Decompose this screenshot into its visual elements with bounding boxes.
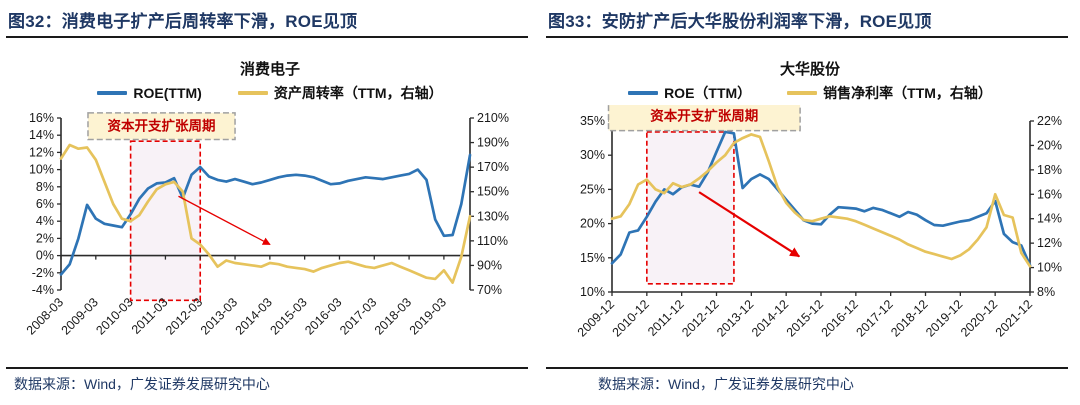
legend-label-roe: ROE（TTM） bbox=[664, 85, 752, 101]
svg-text:90%: 90% bbox=[477, 258, 502, 272]
legend-item-roe: ROE（TTM） bbox=[628, 83, 751, 103]
svg-text:25%: 25% bbox=[580, 182, 605, 196]
svg-text:2018-03: 2018-03 bbox=[372, 295, 414, 337]
svg-text:2017-12: 2017-12 bbox=[853, 297, 895, 339]
svg-text:2011-03: 2011-03 bbox=[129, 295, 171, 337]
svg-text:12%: 12% bbox=[1037, 236, 1062, 250]
svg-text:6%: 6% bbox=[36, 197, 54, 211]
svg-text:2017-03: 2017-03 bbox=[337, 295, 379, 337]
figure-32-source-divider bbox=[6, 367, 528, 369]
svg-text:2015-03: 2015-03 bbox=[267, 295, 309, 337]
svg-text:2009-03: 2009-03 bbox=[59, 295, 101, 337]
svg-text:30%: 30% bbox=[580, 148, 605, 162]
svg-text:22%: 22% bbox=[1037, 114, 1062, 128]
figure-32-source-note: 数据来源：Wind，广发证券发展研究中心 bbox=[14, 376, 270, 392]
svg-text:2014-12: 2014-12 bbox=[749, 297, 791, 339]
svg-text:14%: 14% bbox=[29, 128, 54, 142]
svg-text:8%: 8% bbox=[1037, 285, 1055, 299]
figure-32-title: 图32：消费电子扩产后周转率下滑，ROE见顶 bbox=[8, 12, 358, 31]
svg-text:2019-12: 2019-12 bbox=[923, 297, 965, 339]
svg-text:8%: 8% bbox=[36, 180, 54, 194]
legend-item-net-margin: 销售净利率（TTM，右轴） bbox=[787, 83, 992, 103]
svg-text:130%: 130% bbox=[477, 209, 509, 223]
svg-text:14%: 14% bbox=[1037, 212, 1062, 226]
svg-text:12%: 12% bbox=[29, 145, 54, 159]
figure-33-source-divider bbox=[546, 367, 1068, 369]
svg-text:190%: 190% bbox=[477, 136, 509, 150]
legend-label-net-margin: 销售净利率（TTM，右轴） bbox=[823, 85, 992, 101]
svg-text:10%: 10% bbox=[1037, 261, 1062, 275]
svg-text:2012-12: 2012-12 bbox=[679, 297, 721, 339]
net-margin-line-swatch bbox=[787, 91, 818, 95]
figure-32-panel: 图32：消费电子扩产后周转率下滑，ROE见顶 消费电子 ROE(TTM) 资产周… bbox=[0, 12, 540, 392]
svg-text:2013-12: 2013-12 bbox=[714, 297, 756, 339]
svg-text:10%: 10% bbox=[29, 163, 54, 177]
chart-33-title: 大华股份 bbox=[779, 61, 840, 78]
svg-text:2011-12: 2011-12 bbox=[645, 297, 687, 339]
svg-text:16%: 16% bbox=[29, 111, 54, 125]
svg-text:2009-12: 2009-12 bbox=[575, 297, 617, 339]
legend-label-roe: ROE(TTM) bbox=[133, 85, 202, 101]
svg-text:4%: 4% bbox=[36, 214, 54, 228]
roe-line-swatch bbox=[628, 91, 659, 95]
chart-33-legend: ROE（TTM） 销售净利率（TTM，右轴） bbox=[540, 83, 1080, 103]
svg-text:15%: 15% bbox=[580, 251, 605, 265]
svg-text:2020-12: 2020-12 bbox=[958, 297, 1000, 339]
figure-33-panel: 图33：安防扩产后大华股份利润率下滑，ROE见顶 大华股份 ROE（TTM） 销… bbox=[540, 0, 1080, 405]
legend-label-turnover: 资产周转率（TTM，右轴） bbox=[273, 85, 443, 101]
svg-text:资本开支扩张周期: 资本开支扩张周期 bbox=[108, 118, 216, 134]
svg-text:2016-03: 2016-03 bbox=[302, 295, 344, 337]
svg-text:18%: 18% bbox=[1037, 163, 1062, 177]
svg-text:2008-03: 2008-03 bbox=[24, 295, 66, 337]
svg-text:10%: 10% bbox=[580, 285, 605, 299]
svg-text:2012-03: 2012-03 bbox=[163, 295, 205, 337]
figure-33-title: 图33：安防扩产后大华股份利润率下滑，ROE见顶 bbox=[548, 12, 932, 31]
consumer-electronics-line-chart: 16% 14% 12% 10% 8% 6% 4% 2% 0% -2% -4% 210% 190% 170%… bbox=[24, 111, 509, 338]
svg-text:150%: 150% bbox=[477, 185, 509, 199]
svg-text:2021-12: 2021-12 bbox=[993, 297, 1035, 339]
svg-text:2018-12: 2018-12 bbox=[888, 297, 930, 339]
svg-text:2010-03: 2010-03 bbox=[93, 295, 135, 337]
svg-text:110%: 110% bbox=[477, 234, 508, 248]
figure-33-title-underline bbox=[546, 36, 1068, 38]
svg-text:20%: 20% bbox=[580, 217, 605, 231]
svg-text:2%: 2% bbox=[36, 231, 54, 245]
svg-text:-4%: -4% bbox=[32, 283, 54, 297]
roe-line-swatch bbox=[97, 91, 128, 95]
dahua-line-chart: 35% 30% 25% 20% 15% 10% 22% 20% 18% 16% 14% 12% 10% 8… bbox=[575, 105, 1062, 340]
figure-33-source-note: 数据来源：Wind，广发证券发展研究中心 bbox=[598, 376, 854, 392]
figure-32-title-underline bbox=[6, 36, 528, 38]
svg-text:2019-03: 2019-03 bbox=[407, 295, 449, 337]
svg-text:35%: 35% bbox=[580, 114, 605, 128]
svg-text:2010-12: 2010-12 bbox=[610, 297, 652, 339]
svg-text:70%: 70% bbox=[477, 283, 502, 297]
svg-text:170%: 170% bbox=[477, 160, 509, 174]
chart-32-title: 消费电子 bbox=[239, 61, 300, 78]
svg-text:210%: 210% bbox=[477, 111, 509, 125]
chart-32-legend: ROE(TTM) 资产周转率（TTM，右轴） bbox=[0, 83, 540, 103]
svg-text:2016-12: 2016-12 bbox=[819, 297, 861, 339]
svg-text:20%: 20% bbox=[1037, 138, 1062, 152]
turnover-line-swatch bbox=[237, 91, 268, 95]
svg-text:-2%: -2% bbox=[32, 266, 54, 280]
svg-text:2013-03: 2013-03 bbox=[198, 295, 240, 337]
svg-text:2014-03: 2014-03 bbox=[233, 295, 275, 337]
svg-text:16%: 16% bbox=[1037, 187, 1062, 201]
svg-text:资本开支扩张周期: 资本开支扩张周期 bbox=[650, 107, 758, 123]
legend-item-turnover: 资产周转率（TTM，右轴） bbox=[237, 83, 443, 103]
legend-item-roe: ROE(TTM) bbox=[97, 85, 202, 101]
svg-text:2015-12: 2015-12 bbox=[784, 297, 826, 339]
svg-text:0%: 0% bbox=[36, 249, 54, 263]
